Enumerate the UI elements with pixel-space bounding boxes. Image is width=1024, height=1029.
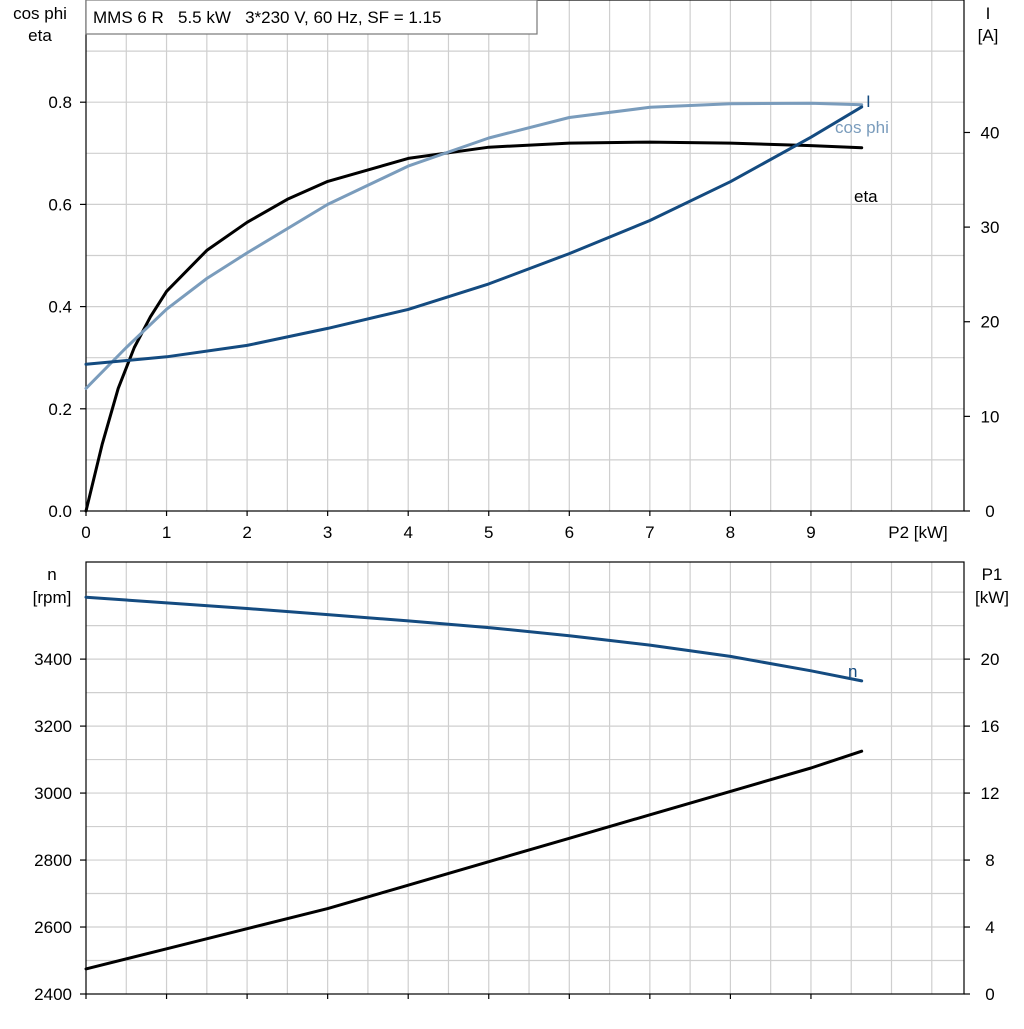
y-right-tick-label: 20 bbox=[981, 313, 1000, 332]
y-right-tick-label: 0 bbox=[985, 985, 994, 1004]
y-right-tick-label: 12 bbox=[981, 784, 1000, 803]
y-left-tick-label: 3200 bbox=[34, 717, 72, 736]
series-line-p1 bbox=[84, 749, 864, 971]
series-line-i bbox=[84, 105, 864, 366]
y-left-tick-label: 0.8 bbox=[48, 93, 72, 112]
x-tick-label: 1 bbox=[162, 523, 171, 542]
x-tick-label: 6 bbox=[565, 523, 574, 542]
y-right-axis-label: [A] bbox=[978, 26, 999, 45]
panel-2: 2400 2600 2800 3000 3200 3400 0 4 8 12 16 20 n [rpm] P… bbox=[33, 561, 1009, 1004]
series-line-cos-phi bbox=[84, 101, 864, 390]
y-left-axis-label: eta bbox=[28, 26, 52, 45]
chart-title: MMS 6 R 5.5 kW 3*230 V, 60 Hz, SF = 1.15 bbox=[85, 0, 538, 35]
x-tick-label: 4 bbox=[403, 523, 412, 542]
x-tick-label: 3 bbox=[323, 523, 332, 542]
series-label-cos-phi: cos phi bbox=[835, 118, 889, 137]
series-label-eta: eta bbox=[854, 187, 878, 206]
y-left-tick-label: 0.4 bbox=[48, 298, 72, 317]
y-left-tick-label: 3400 bbox=[34, 650, 72, 669]
title-text: MMS 6 R 5.5 kW 3*230 V, 60 Hz, SF = 1.15 bbox=[93, 8, 442, 27]
y-left-axis-label: cos phi bbox=[13, 4, 67, 23]
y-right-axis-label: I bbox=[986, 4, 991, 23]
y-left-tick-label: 2800 bbox=[34, 851, 72, 870]
grid-lines bbox=[86, 562, 964, 994]
y-left-tick-label: 2400 bbox=[34, 985, 72, 1004]
y-right-tick-label: 4 bbox=[985, 918, 994, 937]
x-tick-label: 8 bbox=[726, 523, 735, 542]
grid-lines bbox=[86, 0, 964, 511]
x-tick-label: 0 bbox=[81, 523, 90, 542]
y-right-tick-label: 40 bbox=[981, 123, 1000, 142]
x-tick-label: 2 bbox=[242, 523, 251, 542]
y-right-tick-label: 16 bbox=[981, 717, 1000, 736]
series-label-n: n bbox=[848, 662, 857, 681]
plot-frame bbox=[85, 561, 965, 995]
y-left-axis-label: [rpm] bbox=[33, 588, 72, 607]
x-tick-label: 5 bbox=[484, 523, 493, 542]
y-right-tick-label: 20 bbox=[981, 650, 1000, 669]
y-left-tick-label: 2600 bbox=[34, 918, 72, 937]
y-right-tick-label: 30 bbox=[981, 218, 1000, 237]
y-right-tick-label: 0 bbox=[985, 502, 994, 521]
series-label-i: I bbox=[866, 92, 871, 111]
title-box bbox=[85, 0, 538, 35]
y-left-tick-label: 3000 bbox=[34, 784, 72, 803]
y-right-axis-label: [kW] bbox=[975, 588, 1009, 607]
series-line-n bbox=[84, 595, 864, 683]
y-right-tick-label: 10 bbox=[981, 407, 1000, 426]
x-tick-label: 7 bbox=[645, 523, 654, 542]
y-left-tick-label: 0.0 bbox=[48, 502, 72, 521]
y-left-tick-label: 0.6 bbox=[48, 195, 72, 214]
x-tick-label: 9 bbox=[806, 523, 815, 542]
x-axis-label: P2 [kW] bbox=[888, 523, 948, 542]
y-left-tick-label: 0.2 bbox=[48, 400, 72, 419]
series-line-eta bbox=[84, 140, 864, 513]
y-right-axis-label: P1 bbox=[982, 565, 1003, 584]
y-right-tick-label: 8 bbox=[985, 851, 994, 870]
y-left-axis-label: n bbox=[47, 565, 56, 584]
panel-1: 0.0 0.2 0.4 0.6 0.8 0 10 20 30 40 0 1 2 3 4 5 6 7 8 9 P2 [kW… bbox=[13, 0, 999, 542]
plot-frame bbox=[85, 0, 965, 512]
